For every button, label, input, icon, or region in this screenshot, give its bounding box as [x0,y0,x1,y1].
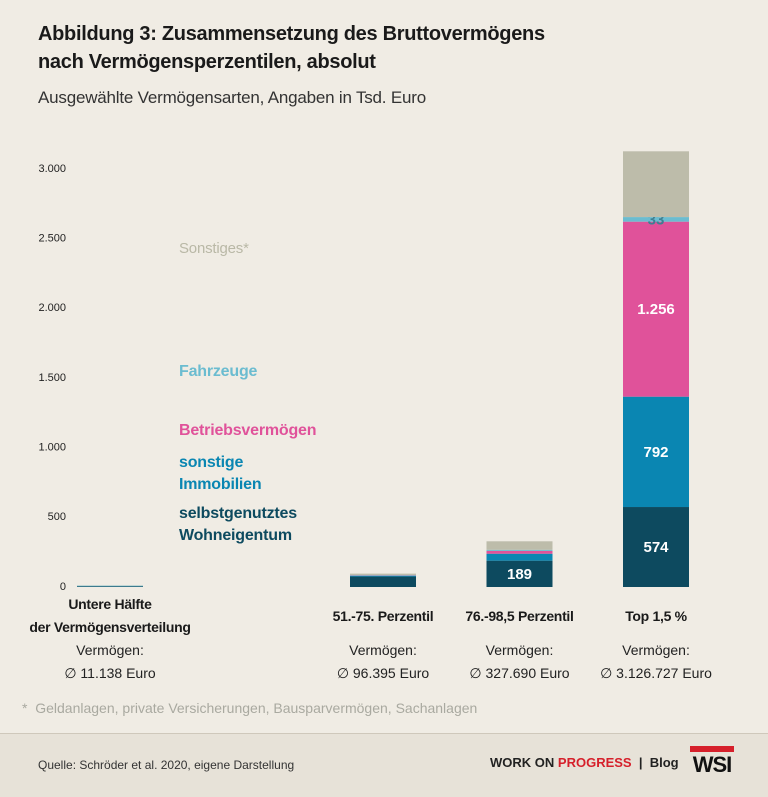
y-tick-label: 1.500 [38,372,66,384]
brand: WORK ON PROGRESS | Blog [490,755,679,770]
brand-text: PROGRESS [558,755,632,770]
data-label: 1.256 [637,301,675,318]
legend-label: Betriebsvermögen [179,420,316,442]
legend-label: sonstige Immobilien [179,452,261,496]
wealth-label: ∅ 11.138 Euro [10,662,210,684]
x-tick-label: Top 1,5 % [556,605,756,628]
y-tick-label: 1.000 [38,442,66,454]
wealth-caption: Vermögen: [556,639,756,661]
bar-segment [487,550,553,551]
bar-segment [350,576,416,577]
brand-text: WORK ON [490,755,554,770]
legend-label: selbstgenutztes Wohneigentum [179,503,297,547]
wealth-label: ∅ 3.126.727 Euro [556,662,756,684]
bar-segment [623,151,689,217]
bar-segment [350,575,416,576]
wealth-caption: Vermögen: [10,639,210,661]
data-label: 792 [643,444,668,461]
logo: WSI [690,746,734,780]
bar-segment [350,577,416,587]
y-tick-label: 0 [60,581,66,593]
footnote: * Geldanlagen, private Versicherungen, B… [22,700,477,716]
x-tick-label: Untere Hälfte der Vermögensverteilung [10,593,210,639]
bar-segment [77,586,143,587]
y-tick-label: 2.000 [38,302,66,314]
legend-label: Sonstiges* [179,238,249,260]
bar-segment [487,551,553,554]
legend-label: Fahrzeuge [179,361,257,383]
source: Quelle: Schröder et al. 2020, eigene Dar… [38,758,294,772]
bar-segment [487,554,553,561]
bar-segment [77,586,143,587]
logo-text: WSI [690,752,734,778]
y-tick-label: 2.500 [38,233,66,245]
data-label: 189 [507,566,532,583]
separator: | [639,755,643,770]
bar-segment [487,541,553,549]
y-tick-label: 500 [48,511,66,523]
data-label: 574 [643,539,669,556]
footer: Quelle: Schröder et al. 2020, eigene Dar… [0,733,768,797]
blog-link[interactable]: Blog [650,755,679,770]
y-tick-label: 3.000 [38,163,66,175]
bar-segment [350,574,416,575]
